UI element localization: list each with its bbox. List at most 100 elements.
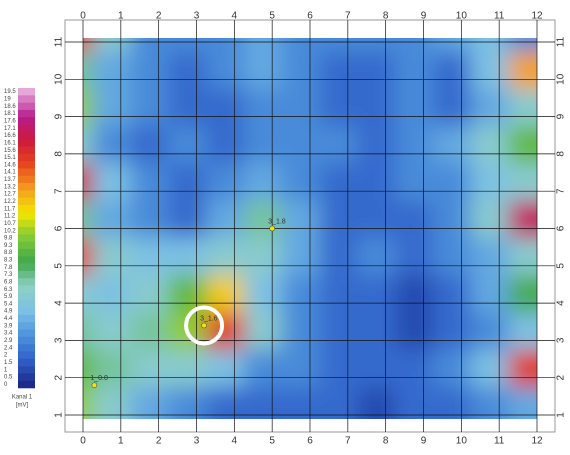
x-tick-label: 12 <box>531 436 543 447</box>
y-tick-label: 8 <box>54 151 65 157</box>
colorbar-swatch <box>18 88 35 96</box>
x-tick-label: 5 <box>269 11 275 22</box>
colorbar-label: 12.2 <box>4 199 16 205</box>
colorbar-label: 10.2 <box>4 228 16 234</box>
x-tick-label: 10 <box>456 11 468 22</box>
point-label: 1_0.0 <box>90 375 108 382</box>
colorbar-label: 8.8 <box>4 250 13 256</box>
colorbar-label: 16.1 <box>4 140 16 146</box>
x-tick-label: 3 <box>194 11 200 22</box>
heat-cell <box>508 387 537 419</box>
x-tick-label: 10 <box>456 436 468 447</box>
colorbar-swatch <box>18 300 35 308</box>
colorbar-swatch <box>18 329 35 338</box>
point <box>91 382 98 388</box>
x-tick-label: 1 <box>118 11 124 22</box>
x-tick-label: 0 <box>80 436 86 447</box>
colorbar-swatch <box>18 285 35 294</box>
y-tick-label: 1 <box>54 412 65 418</box>
colorbar-label: 8.3 <box>4 258 13 264</box>
x-tick-label: 5 <box>269 436 275 447</box>
colorbar-label: 6.8 <box>4 279 13 285</box>
colorbar-label: 0 <box>4 382 8 388</box>
y-tick-label: 4 <box>556 300 567 306</box>
point-label: 3_1.6 <box>200 315 218 322</box>
colorbar-swatch <box>18 270 35 279</box>
x-tick-label: 6 <box>307 436 313 447</box>
highlight-ring <box>184 305 225 346</box>
colorbar-label: 16.6 <box>4 133 16 139</box>
colorbar-swatch <box>18 278 35 286</box>
x-tick-label: 2 <box>156 11 162 22</box>
x-tick-label: 0 <box>80 11 86 22</box>
x-tick-label: 8 <box>383 436 389 447</box>
colorbar-label: 11.2 <box>4 214 16 220</box>
x-tick-label: 1 <box>118 436 124 447</box>
colorbar-swatch <box>18 205 35 213</box>
points: 3_1.6 3_1.8 1_0.0 <box>90 218 286 388</box>
colorbar-label: 2 <box>4 353 8 359</box>
colorbar-label: 5.9 <box>4 294 13 300</box>
x-tick-label: 2 <box>156 436 162 447</box>
colorbar-label: 2.4 <box>4 345 13 351</box>
colorbar-label: 12.7 <box>4 192 16 198</box>
y-tick-label: 2 <box>54 374 65 380</box>
x-tick-label: 9 <box>421 436 427 447</box>
colorbar-label: 1.5 <box>4 360 13 366</box>
y-tick-label: 10 <box>54 73 65 85</box>
y-tick-label: 6 <box>556 225 567 231</box>
colorbar-swatch <box>18 212 35 221</box>
colorbar-swatch <box>18 336 35 345</box>
colorbar-swatch <box>18 146 35 155</box>
x-tick-label: 7 <box>345 436 351 447</box>
x-tick-label: 6 <box>307 11 313 22</box>
colorbar-swatch <box>18 124 35 133</box>
colorbar-label: 14.6 <box>4 162 16 168</box>
colorbar-swatch <box>18 161 35 169</box>
colorbar-swatch <box>18 351 35 360</box>
colorbar-label: 13.2 <box>4 184 16 190</box>
y-tick-label: 3 <box>556 337 567 343</box>
colorbar-label: 3.4 <box>4 331 13 337</box>
colorbar-label: 5.4 <box>4 301 13 307</box>
y-tick-label: 7 <box>54 188 65 194</box>
colorbar-label: 4.4 <box>4 316 13 322</box>
x-tick-label: 12 <box>531 11 543 22</box>
y-tick-label: 4 <box>54 300 65 306</box>
colorbar-title: Kanal 1 <box>12 395 33 401</box>
colorbar-swatch <box>18 241 35 250</box>
y-tick-label: 3 <box>54 337 65 343</box>
x-tick-label: 7 <box>345 11 351 22</box>
colorbar-swatch <box>18 117 35 125</box>
colorbar-unit: [mV] <box>16 403 29 409</box>
colorbar-swatch <box>18 373 35 381</box>
y-tick-label: 10 <box>556 73 567 85</box>
point <box>201 322 207 329</box>
colorbar-label: 18.6 <box>4 104 16 110</box>
colorbar-swatch <box>18 102 35 111</box>
x-tick-label: 11 <box>494 436 505 447</box>
y-tick-label: 9 <box>556 113 567 119</box>
colorbar-swatch <box>18 227 35 235</box>
colorbar-label: 6.3 <box>4 287 13 293</box>
y-tick-label: 1 <box>556 412 567 418</box>
colorbar-swatch <box>18 322 35 330</box>
y-tick-label: 8 <box>556 151 567 157</box>
colorbar-swatch <box>18 307 35 316</box>
colorbar-label: 17.1 <box>4 126 16 132</box>
colorbar-swatch <box>18 234 35 242</box>
colorbar-swatch <box>18 344 35 352</box>
point <box>269 225 275 232</box>
colorbar-swatch <box>18 197 35 206</box>
colorbar-label: 10.7 <box>4 221 16 227</box>
colorbar-label: 11.7 <box>4 206 16 212</box>
x-tick-label: 8 <box>383 11 389 22</box>
colorbar-swatch <box>18 183 35 191</box>
y-tick-label: 2 <box>556 374 567 380</box>
colorbar-label: 7.8 <box>4 265 13 271</box>
colorbar-label: 4.9 <box>4 309 13 315</box>
colorbar-label: 19.5 <box>4 89 16 95</box>
x-tick-label: 9 <box>421 11 427 22</box>
y-tick-label: 11 <box>556 36 567 47</box>
